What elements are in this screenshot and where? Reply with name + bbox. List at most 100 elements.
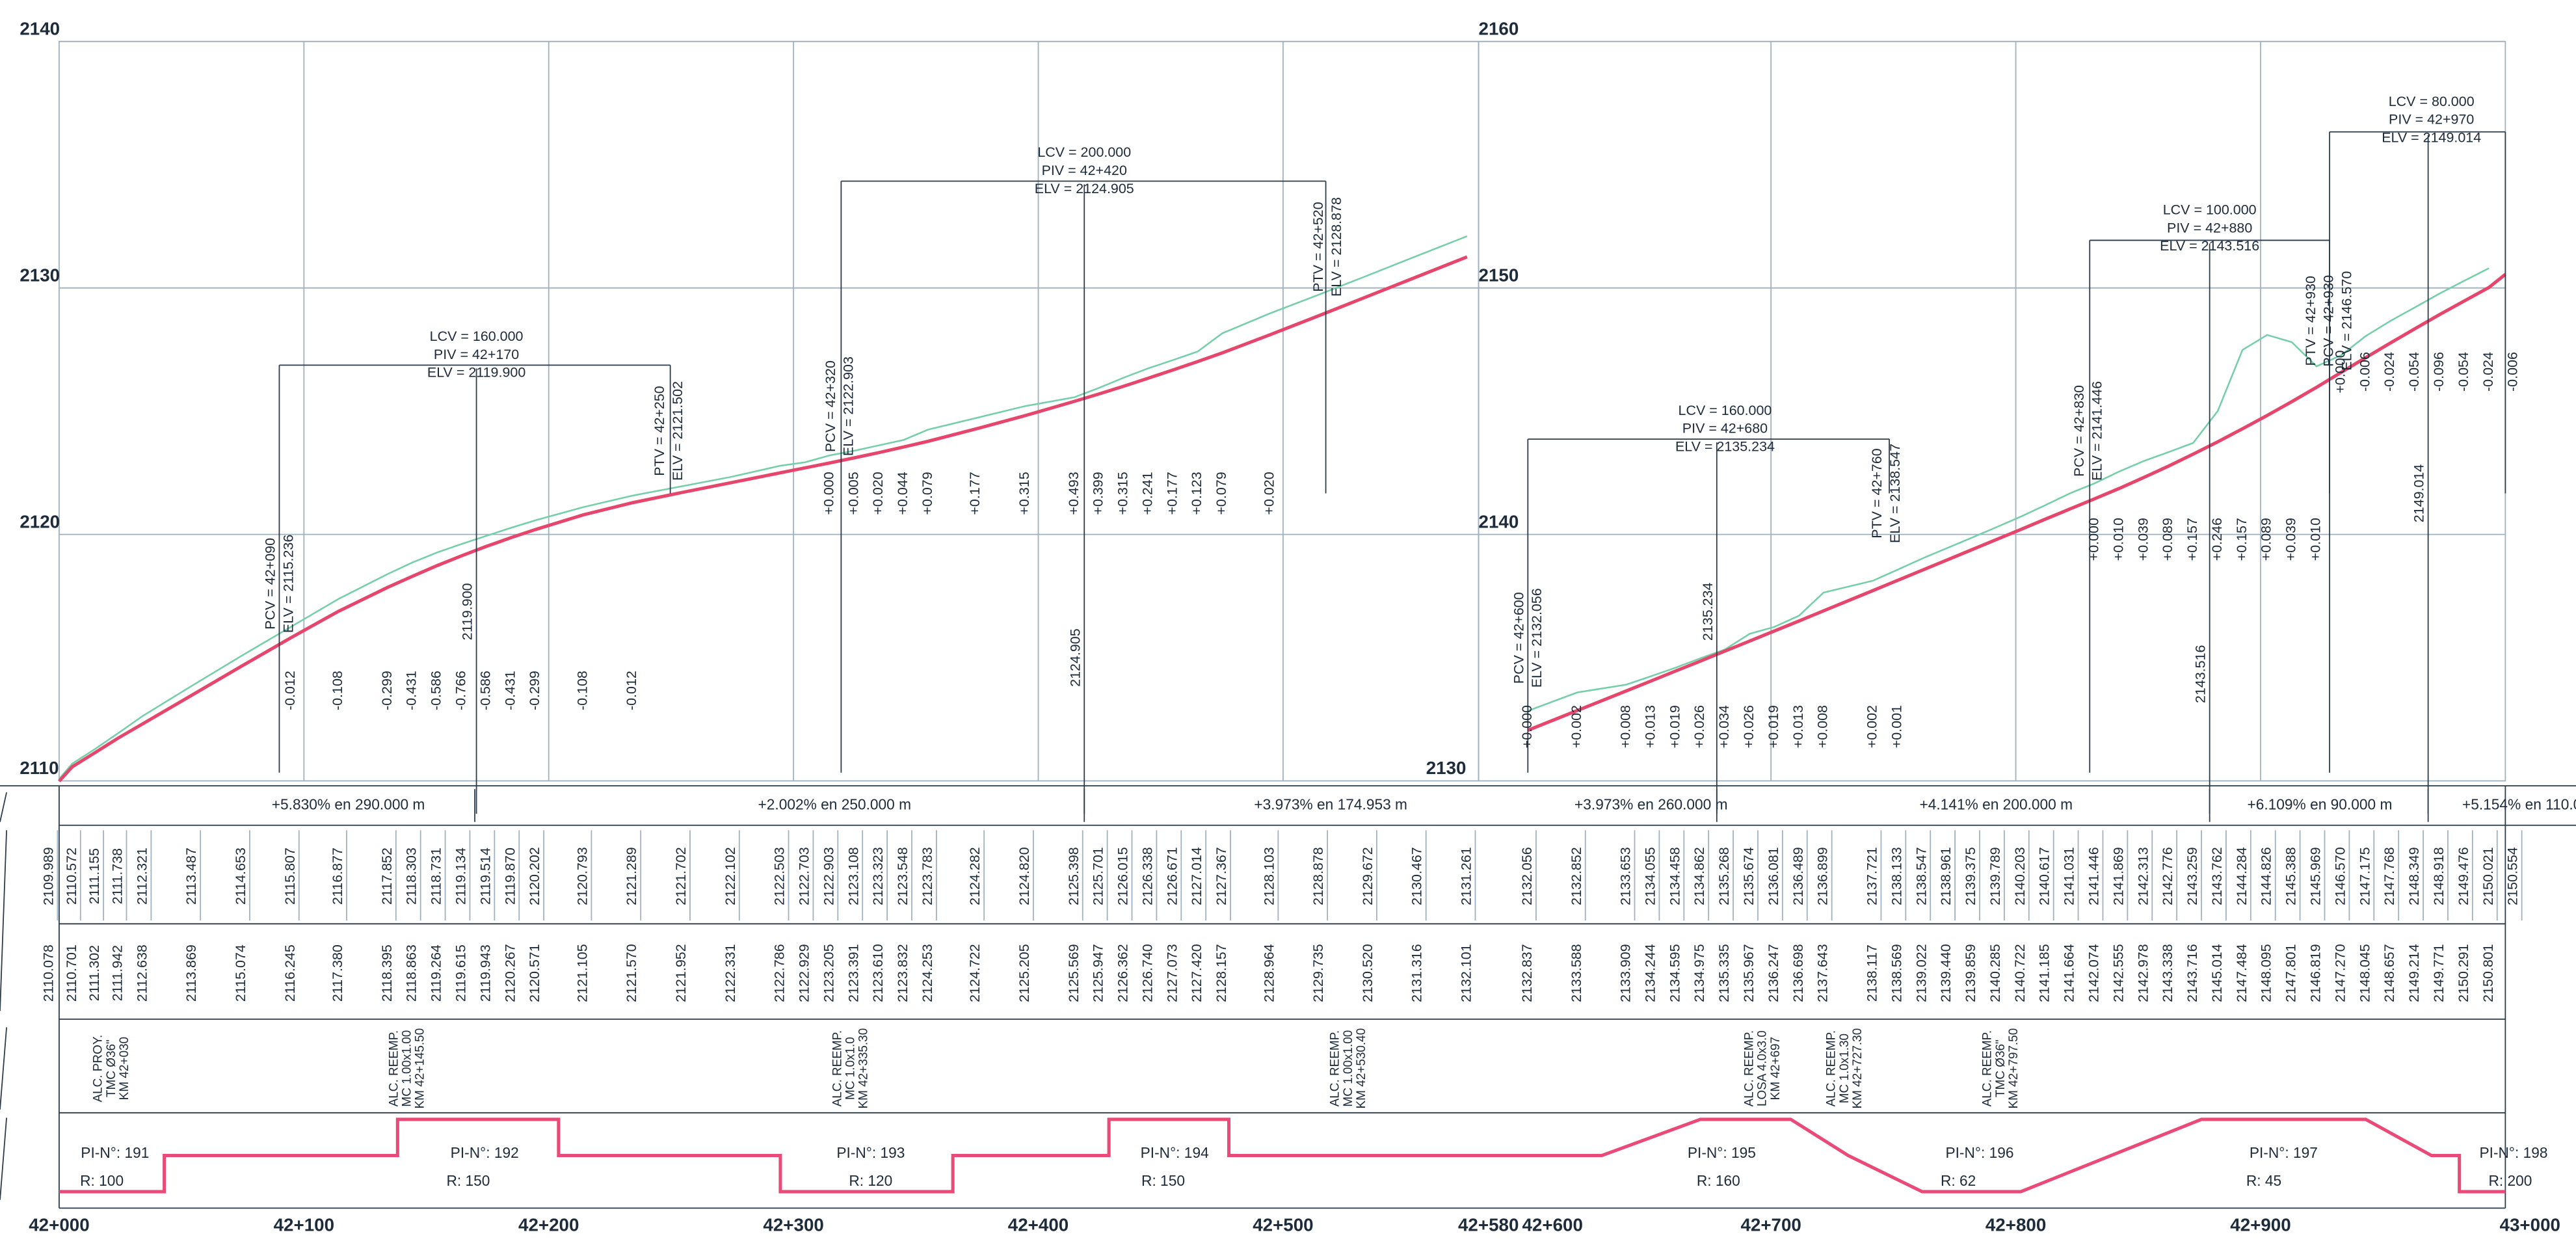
ground-elevation: 2122.929 (796, 944, 812, 1002)
subgrade-elevation: 2138.133 (1889, 847, 1904, 905)
piv-elevation: 2124.905 (1067, 628, 1083, 687)
ptv-label: ELV = 2138.547 (1887, 444, 1903, 543)
ground-elevation: 2128.964 (1261, 944, 1277, 1002)
ordinate: -0.431 (502, 671, 518, 710)
subgrade-elevation: 2112.321 (134, 848, 150, 905)
subgrade-elevation: 2111.738 (110, 848, 126, 904)
ground-elevation: 2120.571 (527, 944, 542, 1002)
ground-elevation: 2130.520 (1360, 944, 1375, 1002)
subgrade-elevation: 2116.877 (330, 848, 345, 905)
grade: +3.973% en 174.953 m (1254, 795, 1407, 812)
ordinate: -0.012 (624, 671, 639, 710)
ground-elevation: 2120.267 (502, 944, 518, 1002)
ground-elevation: 2118.863 (404, 944, 419, 1002)
subgrade-elevation: 2123.548 (895, 847, 910, 905)
subgrade-elevation: 2121.702 (673, 847, 689, 905)
ground-elevation: 2126.362 (1115, 944, 1131, 1002)
pcv-label: ELV = 2115.236 (280, 535, 296, 633)
ordinate: +0.002 (1569, 705, 1584, 748)
curve-info: PIV = 42+880 (2167, 220, 2252, 235)
ground-elevation: 2141.664 (2062, 944, 2077, 1002)
ground-elevation: 2133.588 (1569, 944, 1584, 1002)
subgrade-elevation: 2136.899 (1815, 847, 1831, 905)
subgrade-elevation: 2142.313 (2135, 847, 2151, 905)
ordinate: +0.177 (1164, 472, 1180, 515)
structure-note: ALC. REEMP. (1981, 1030, 1995, 1107)
subgrade-elevation: 2134.055 (1642, 847, 1658, 905)
station-label: 42+580 (1458, 1214, 1519, 1235)
ground-elevation: 2123.391 (845, 944, 861, 1002)
ordinate: +0.008 (1815, 705, 1831, 748)
ground-elevation: 2147.801 (2283, 944, 2299, 1002)
structure-note: KM 42+697 (1769, 1037, 1783, 1100)
pi-radius: R: 100 (80, 1172, 124, 1189)
ground-elevation: 2136.247 (1766, 944, 1781, 1002)
ground-elevation: 2111.942 (110, 945, 126, 1001)
structure-note: KM 42+797.50 (2007, 1028, 2021, 1109)
ordinate: +0.039 (2135, 518, 2151, 561)
ground-elevation: 2110.701 (64, 944, 79, 1002)
ground-elevation: 2121.952 (673, 944, 689, 1002)
axis-label: 2140 (1479, 511, 1519, 531)
structure-note: KM 42+530.40 (1355, 1028, 1368, 1109)
station-label: 42+200 (518, 1214, 579, 1235)
grade: +5.154% en 110.000 (2462, 795, 2576, 812)
pi-radius: R: 120 (849, 1172, 892, 1189)
ground-elevation: 2123.832 (895, 944, 910, 1002)
ground-elevation: 2149.214 (2406, 944, 2422, 1002)
subgrade-elevation: 2143.259 (2184, 847, 2200, 905)
subgrade-elevation: 2141.446 (2086, 847, 2102, 905)
pi-number: PI-N°: 195 (1688, 1144, 1756, 1161)
ordinate: +0.315 (1016, 472, 1032, 515)
ordinate: +0.013 (1790, 705, 1806, 748)
subgrade-elevation: 2143.762 (2209, 847, 2225, 905)
subgrade-elevation: 2120.793 (574, 847, 590, 905)
structure-note: MC 1.0x1.0 (844, 1037, 858, 1100)
curve-info: LCV = 200.000 (1037, 144, 1131, 160)
ground-elevation: 2124.253 (920, 944, 935, 1002)
subgrade-elevation: 2133.653 (1618, 847, 1634, 905)
subgrade-elevation: 2114.653 (233, 848, 248, 905)
ordinate: +0.005 (845, 472, 861, 515)
ordinate: +0.019 (1766, 705, 1781, 748)
curve-info: LCV = 80.000 (2389, 94, 2475, 109)
ground-elevation: 2132.101 (1459, 944, 1474, 1002)
ordinate: +0.089 (2259, 518, 2274, 561)
ground-elevation: 2112.638 (134, 944, 150, 1002)
subgrade-elevation: 2109.989 (40, 847, 56, 905)
grade: +2.002% en 250.000 m (758, 795, 911, 812)
station-label: 42+300 (763, 1214, 823, 1235)
structure-note: ALC. PROY. (92, 1035, 105, 1103)
subgrade-elevation: 2125.701 (1091, 847, 1106, 905)
pi-radius: R: 45 (2246, 1172, 2281, 1189)
ordinate: +0.019 (1667, 705, 1682, 748)
structure-note: TMC Ø36" (1994, 1039, 2008, 1097)
structure-note: TMC Ø36" (105, 1039, 118, 1097)
pi-radius: R: 160 (1697, 1172, 1740, 1189)
ordinate: +0.157 (2234, 518, 2250, 561)
ordinate: +0.177 (967, 472, 983, 515)
ordinate: -0.108 (330, 671, 345, 710)
ground-elevation: 2113.869 (183, 944, 199, 1002)
ground-elevation: 2123.205 (821, 944, 836, 1002)
subgrade-elevation: 2123.783 (920, 847, 935, 905)
structure-note: KM 42+335.30 (857, 1028, 871, 1109)
ground-elevation: 2139.022 (1913, 944, 1929, 1002)
axis-label: 2160 (1479, 18, 1519, 38)
pi-radius: R: 62 (1941, 1172, 1976, 1189)
ground-elevation: 2119.943 (477, 944, 493, 1002)
ordinate: -0.108 (574, 671, 590, 710)
subgrade-elevation: 2145.969 (2308, 847, 2324, 905)
subgrade-elevation: 2147.175 (2357, 847, 2372, 905)
ordinate: -0.006 (2357, 352, 2372, 392)
ordinate: +0.315 (1115, 472, 1131, 515)
subgrade-elevation: 2125.398 (1066, 847, 1082, 905)
station-label: 42+600 (1522, 1214, 1582, 1235)
ordinate: +0.246 (2209, 518, 2225, 561)
ground-elevation: 2136.698 (1790, 944, 1806, 1002)
subgrade-elevation: 2111.155 (86, 848, 102, 904)
station-label: 42+400 (1008, 1214, 1069, 1235)
ground-elevation: 2140.285 (1987, 944, 2003, 1002)
